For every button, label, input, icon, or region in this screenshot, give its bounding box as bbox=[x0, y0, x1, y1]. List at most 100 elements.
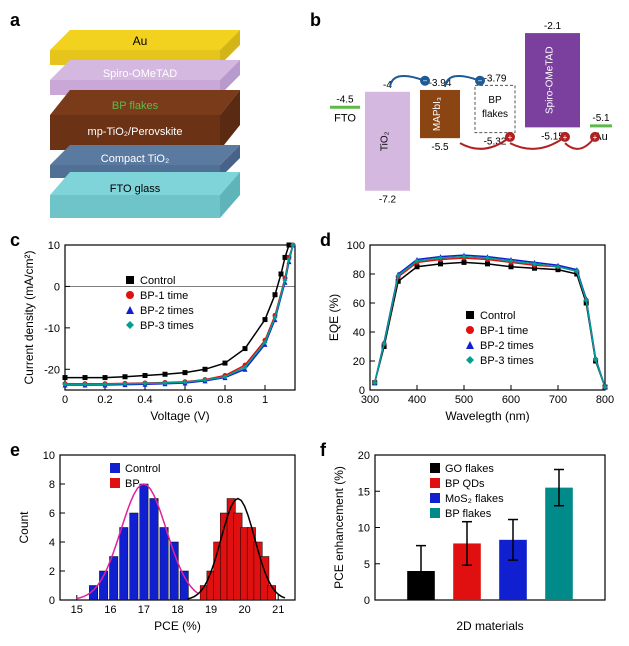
panel-c-label: c bbox=[10, 230, 20, 251]
svg-text:Voltage (V): Voltage (V) bbox=[150, 409, 209, 423]
svg-text:PCE enhancement (%): PCE enhancement (%) bbox=[332, 466, 346, 589]
svg-text:+: + bbox=[563, 133, 568, 142]
svg-text:−: − bbox=[478, 77, 483, 86]
panel-d: d 300400500600700800020406080100Wavelegt… bbox=[320, 230, 620, 430]
layer-spiro-text: Spiro-OMeTAD bbox=[103, 68, 177, 80]
svg-text:400: 400 bbox=[408, 394, 426, 406]
svg-text:0: 0 bbox=[359, 385, 365, 397]
svg-text:BP: BP bbox=[125, 478, 140, 490]
svg-text:19: 19 bbox=[205, 604, 217, 616]
svg-text:1: 1 bbox=[262, 394, 268, 406]
svg-text:−: − bbox=[423, 77, 428, 86]
svg-text:BP flakes: BP flakes bbox=[445, 508, 492, 520]
svg-text:BP-1 time: BP-1 time bbox=[480, 325, 528, 337]
svg-text:Control: Control bbox=[140, 275, 175, 287]
panel-a-label: a bbox=[10, 10, 20, 31]
svg-text:8: 8 bbox=[49, 479, 55, 491]
panel-e-label: e bbox=[10, 440, 20, 461]
svg-text:2D materials: 2D materials bbox=[456, 619, 523, 633]
svg-text:BP QDs: BP QDs bbox=[445, 478, 485, 490]
svg-text:80: 80 bbox=[353, 269, 365, 281]
histogram-svg: 15 16 17 18 19 20 21 0 2 4 6 8 10 PCE (%) Count Control… bbox=[10, 440, 310, 640]
svg-text:0.2: 0.2 bbox=[97, 394, 112, 406]
svg-text:-2.1: -2.1 bbox=[544, 21, 562, 32]
svg-text:40: 40 bbox=[353, 327, 365, 339]
svg-text:20: 20 bbox=[353, 356, 365, 368]
svg-text:-5.5: -5.5 bbox=[431, 142, 449, 153]
svg-text:0.4: 0.4 bbox=[137, 394, 152, 406]
svg-text:100: 100 bbox=[347, 240, 365, 252]
svg-text:20: 20 bbox=[239, 604, 251, 616]
energy-diagram-svg: FTO-4.5-4-7.2TiO₂-3.94-5.5MAPbI₃-3.79-5.… bbox=[310, 10, 615, 220]
svg-text:BP-3 times: BP-3 times bbox=[480, 355, 534, 367]
svg-text:4: 4 bbox=[49, 537, 55, 549]
svg-text:-20: -20 bbox=[44, 364, 60, 376]
svg-text:10: 10 bbox=[48, 240, 60, 252]
svg-text:Control: Control bbox=[125, 463, 160, 475]
svg-text:Control: Control bbox=[480, 310, 515, 322]
svg-text:6: 6 bbox=[49, 508, 55, 520]
svg-text:5: 5 bbox=[364, 559, 370, 571]
svg-text:700: 700 bbox=[549, 394, 567, 406]
jv-chart-svg: 0 0.2 0.4 0.6 0.8 1 -20 -10 0 10 Voltage (V) Curren… bbox=[10, 230, 310, 430]
svg-text:MoS₂ flakes: MoS₂ flakes bbox=[445, 493, 504, 505]
svg-text:10: 10 bbox=[358, 523, 370, 535]
svg-text:flakes: flakes bbox=[482, 109, 508, 120]
svg-text:0.6: 0.6 bbox=[177, 394, 192, 406]
svg-text:15: 15 bbox=[71, 604, 83, 616]
svg-text:0: 0 bbox=[364, 595, 370, 607]
svg-text:Count: Count bbox=[17, 511, 31, 544]
panel-e: e 15 16 17 18 19 20 21 0 2 4 6 8 10 PCE (%) Count Contr… bbox=[10, 440, 310, 640]
svg-text:0: 0 bbox=[62, 394, 68, 406]
svg-text:0: 0 bbox=[54, 281, 60, 293]
svg-text:10: 10 bbox=[43, 450, 55, 462]
svg-text:PCE (%): PCE (%) bbox=[154, 619, 201, 633]
svg-text:20: 20 bbox=[358, 450, 370, 462]
svg-text:FTO: FTO bbox=[334, 112, 356, 124]
svg-text:-7.2: -7.2 bbox=[379, 195, 397, 206]
bar-chart-svg: 0 5 10 15 20 2D materials PCE enhancement (%) G… bbox=[320, 440, 620, 640]
svg-text:2: 2 bbox=[49, 566, 55, 578]
panel-b: b FTO-4.5-4-7.2TiO₂-3.94-5.5MAPbI₃-3.79-… bbox=[310, 10, 615, 220]
svg-text:-10: -10 bbox=[44, 323, 60, 335]
svg-text:0: 0 bbox=[49, 595, 55, 607]
svg-text:Spiro-OMeTAD: Spiro-OMeTAD bbox=[545, 46, 556, 114]
svg-text:BP: BP bbox=[488, 95, 502, 106]
svg-text:Current density (mA/cm²): Current density (mA/cm²) bbox=[22, 250, 36, 384]
svg-text:15: 15 bbox=[358, 486, 370, 498]
svg-text:18: 18 bbox=[171, 604, 183, 616]
svg-text:-4.5: -4.5 bbox=[336, 94, 354, 105]
panel-c: c 0 0.2 0.4 0.6 0.8 1 -20 -10 0 10 Voltage (V) Curr… bbox=[10, 230, 310, 430]
svg-text:GO flakes: GO flakes bbox=[445, 463, 494, 475]
svg-text:17: 17 bbox=[138, 604, 150, 616]
panel-a: a Au Spiro-OMeTAD BP flakes mp-TiO₂/Pero… bbox=[10, 10, 270, 220]
panel-f: f 0 5 10 15 20 2D materials PCE enhancement (%… bbox=[320, 440, 620, 640]
panel-d-label: d bbox=[320, 230, 331, 251]
svg-text:60: 60 bbox=[353, 298, 365, 310]
svg-text:BP-2 times: BP-2 times bbox=[480, 340, 534, 352]
svg-text:Wavelegth (nm): Wavelegth (nm) bbox=[445, 409, 529, 423]
svg-text:-5.1: -5.1 bbox=[592, 113, 610, 124]
svg-text:+: + bbox=[593, 133, 598, 142]
svg-text:16: 16 bbox=[104, 604, 116, 616]
svg-text:+: + bbox=[508, 133, 513, 142]
layer-au-text: Au bbox=[133, 34, 148, 48]
layer-fto-text: FTO glass bbox=[110, 183, 161, 195]
panel-b-label: b bbox=[310, 10, 321, 31]
svg-text:BP-1 time: BP-1 time bbox=[140, 290, 188, 302]
device-stack-svg: Au Spiro-OMeTAD BP flakes mp-TiO₂/Perovs… bbox=[10, 10, 270, 220]
svg-text:MAPbI₃: MAPbI₃ bbox=[432, 97, 443, 131]
panel-f-label: f bbox=[320, 440, 326, 461]
svg-text:BP-3 times: BP-3 times bbox=[140, 320, 194, 332]
svg-text:EQE (%): EQE (%) bbox=[327, 294, 341, 341]
layer-perovskite-text: mp-TiO₂/Perovskite bbox=[88, 126, 183, 138]
svg-text:800: 800 bbox=[596, 394, 614, 406]
svg-text:TiO₂: TiO₂ bbox=[380, 131, 391, 151]
svg-text:21: 21 bbox=[272, 604, 284, 616]
svg-text:BP-2 times: BP-2 times bbox=[140, 305, 194, 317]
svg-text:-3.79: -3.79 bbox=[484, 73, 507, 84]
eqe-chart-svg: 300400500600700800020406080100Wavelegth … bbox=[320, 230, 620, 430]
svg-text:600: 600 bbox=[502, 394, 520, 406]
svg-text:0.8: 0.8 bbox=[217, 394, 232, 406]
layer-compact-text: Compact TiO₂ bbox=[101, 153, 169, 165]
